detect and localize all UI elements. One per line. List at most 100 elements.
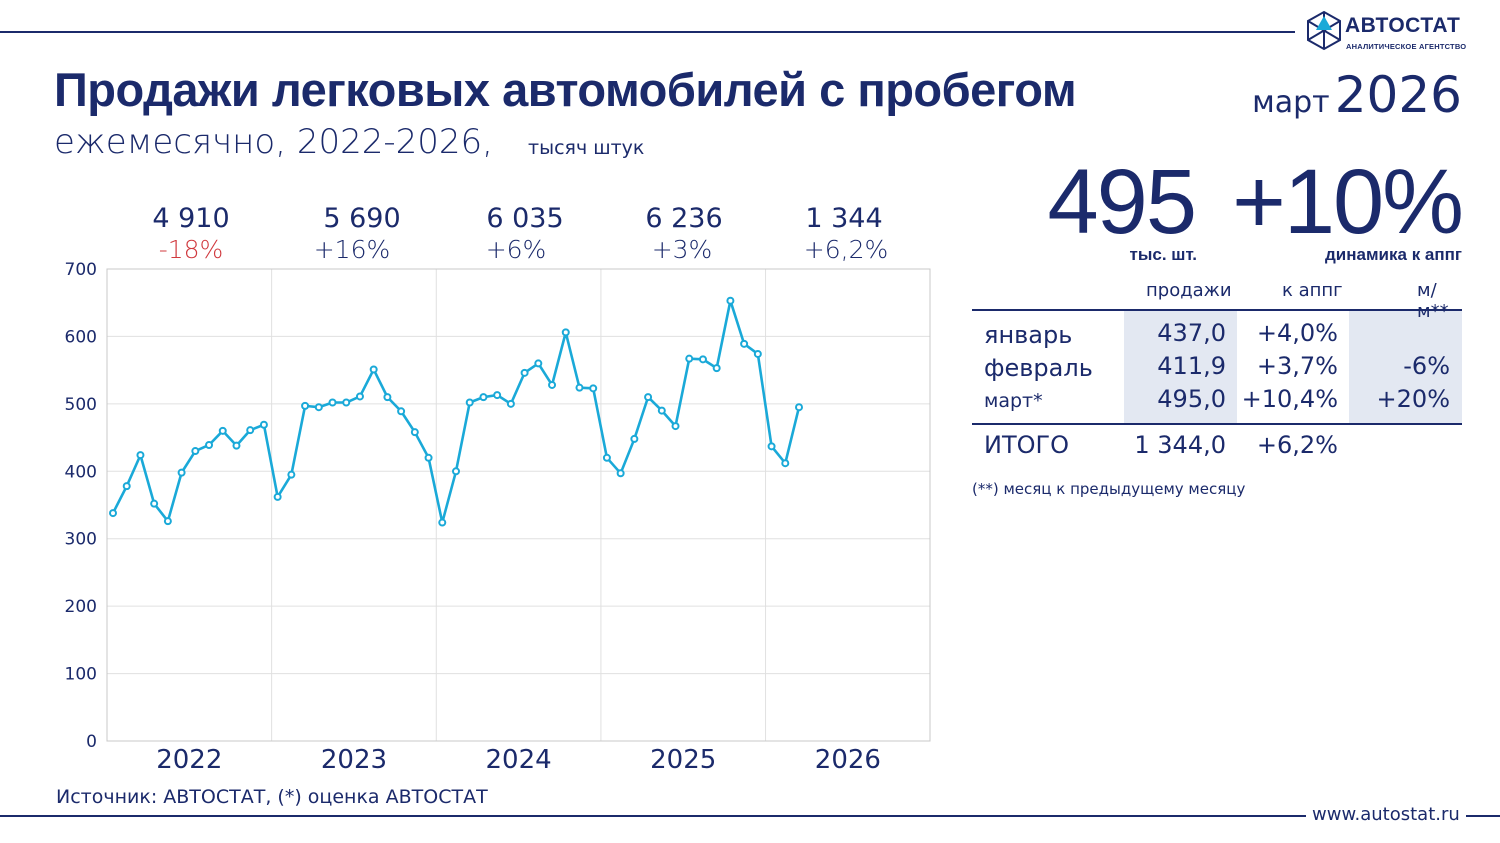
header-yoy: к аппг [1282,280,1343,301]
row-mom-feb: -6% [1403,352,1450,380]
table-footnote: (**) месяц к предыдущему месяцу [972,480,1246,498]
data-point [342,398,351,407]
period-year: 2026 [1334,66,1462,124]
data-point [287,470,296,479]
data-point [685,354,694,363]
data-point [232,441,241,450]
data-point [726,296,735,305]
row-sales-mar: 495,0 [1157,385,1226,413]
data-point [740,339,749,348]
row-month-jan: январь [984,321,1073,349]
data-point [767,442,776,451]
data-point [781,459,790,468]
y-tick-label: 700 [65,260,97,280]
monthly-table: продажи к аппг м/м** январь 437,0 +4,0% … [972,280,1462,460]
x-year-label: 2025 [650,745,716,775]
total-label: ИТОГО [984,431,1070,459]
data-point [424,453,433,462]
period-month: март [1252,85,1330,120]
data-point [109,509,117,518]
header-sales: продажи [1146,280,1232,301]
data-point [328,398,337,407]
data-point [493,391,502,400]
data-point [671,422,680,431]
data-point [369,365,378,374]
data-point [191,447,200,456]
data-point [150,499,159,508]
data-point [301,401,310,410]
y-tick-label: 200 [65,597,97,617]
year-total-2023: 5 690 [323,203,401,234]
data-point [314,403,323,412]
source-note: Источник: АВТОСТАТ, (*) оценка АВТОСТАТ [56,786,488,808]
data-point [465,398,474,407]
data-point [479,393,488,402]
data-point [122,482,131,491]
data-point [506,399,515,408]
bottom-rule [0,815,1500,817]
year-change-2022: -18% [158,235,224,264]
y-tick-label: 600 [65,327,97,347]
data-point [259,420,268,429]
data-point [383,393,392,402]
year-total-2025: 6 236 [645,203,723,234]
year-total-2026: 1 344 [805,203,883,234]
units-label: тысяч штук [528,137,645,159]
page-title: Продажи легковых автомобилей с пробегом [54,63,1077,116]
data-point [397,407,406,416]
data-point [163,517,172,526]
data-point [753,349,762,358]
website-link[interactable]: www.autostat.ru [1306,804,1466,825]
row-yoy-jan: +4,0% [1256,319,1338,347]
brand-name: АВТОСТАТ [1345,14,1461,37]
y-tick-label: 100 [65,665,97,685]
data-point [602,453,611,462]
data-point [575,383,584,392]
table-top-rule [972,309,1462,311]
autostat-logo-icon [1307,10,1341,51]
total-yoy: +6,2% [1256,431,1338,459]
y-tick-label: 0 [86,732,97,752]
data-point [561,328,570,337]
sales-column-shade [1124,310,1237,423]
x-year-label: 2024 [486,745,552,775]
year-change-2024: +6% [485,235,547,264]
report-period: март 2026 [1252,66,1462,124]
sales-series-line [111,299,801,524]
y-tick-label: 500 [65,395,97,415]
row-yoy-feb: +3,7% [1256,352,1338,380]
row-sales-feb: 411,9 [1157,352,1226,380]
data-point [452,467,460,476]
data-point [205,440,214,449]
mom-column-shade [1349,310,1462,423]
row-month-feb: февраль [984,354,1093,382]
data-point [520,368,529,377]
data-point [712,364,721,373]
data-point [438,518,447,527]
data-point [246,426,255,435]
row-yoy-mar: +10,4% [1241,385,1338,413]
year-total-2022: 4 910 [152,203,230,234]
data-point [698,355,707,364]
data-point [548,380,557,389]
top-rule [0,31,1295,33]
sales-line-chart: 0 100 200 300 400 500 600 700 2022 2023 2024 2025 20… [65,260,931,775]
year-change-2026: +6,2% [803,235,889,264]
page-subtitle: ежемесячно, 2022-2026, [54,122,493,162]
data-point [589,384,598,393]
data-point [616,469,625,478]
table-bottom-rule [972,423,1462,425]
x-year-label: 2023 [321,745,387,775]
kpi-value-caption: тыс. шт. [1129,245,1197,264]
data-point [534,359,543,368]
data-point [177,468,186,477]
data-point [630,434,639,443]
kpi-value: 495 [1047,151,1197,253]
year-total-2024: 6 035 [486,203,564,234]
data-point [355,392,364,401]
row-mom-mar: +20% [1376,385,1450,413]
data-point [218,426,227,435]
data-point [657,406,666,415]
plot-border [106,268,931,742]
y-tick-label: 400 [65,462,97,482]
